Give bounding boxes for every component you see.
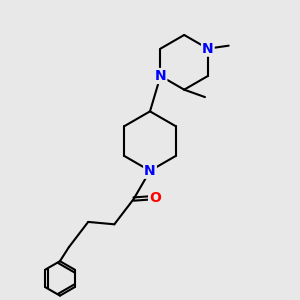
Text: O: O [149, 190, 161, 205]
Text: N: N [202, 42, 214, 56]
Text: N: N [155, 69, 166, 83]
Text: N: N [144, 164, 156, 178]
